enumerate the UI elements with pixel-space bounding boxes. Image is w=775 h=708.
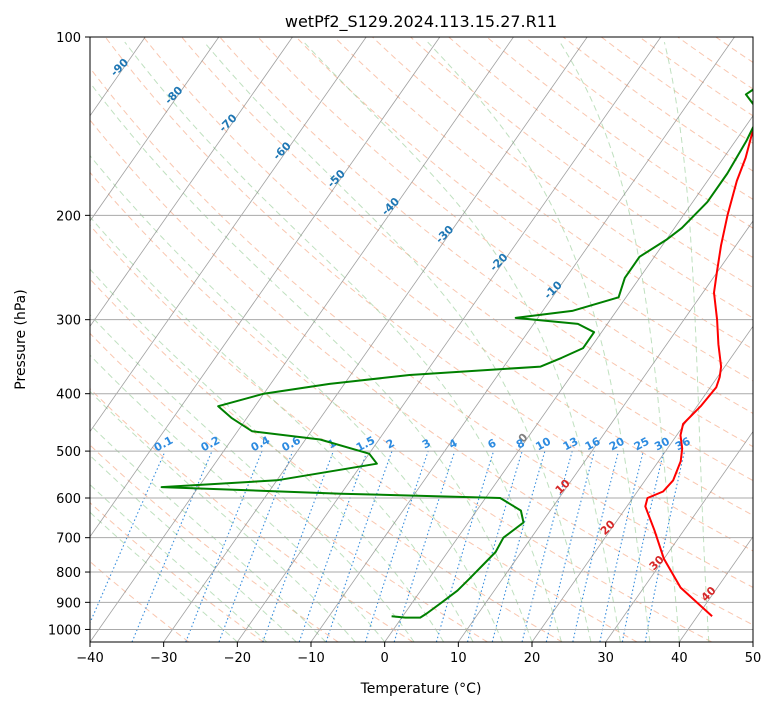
isotherm-line	[163, 37, 588, 642]
x-tick-label: 40	[671, 651, 688, 666]
isotherm-line	[384, 115, 753, 642]
moist-adiabat	[90, 314, 415, 642]
moist-adiabat	[90, 390, 356, 642]
dry-adiabat	[90, 278, 563, 642]
dry-adiabat	[90, 444, 339, 642]
x-tick-label: −40	[76, 651, 103, 666]
y-tick-label: 500	[56, 445, 81, 460]
moist-adiabat	[203, 41, 592, 642]
x-axis-label: Temperature (°C)	[360, 681, 482, 697]
moist-adiabat	[303, 41, 621, 642]
moist-adiabat	[124, 41, 562, 642]
dry-adiabat	[562, 37, 753, 172]
mixing-ratio-line	[435, 450, 495, 642]
mixing-ratio-label: 25	[632, 435, 652, 454]
mixing-ratio-line	[521, 450, 573, 642]
mixing-ratio-label: 30	[652, 435, 672, 454]
plot-frame	[89, 36, 754, 643]
moist-adiabat	[427, 41, 651, 642]
y-tick-label: 1000	[48, 623, 81, 638]
isotherm-line	[457, 220, 753, 642]
y-tick-label: 600	[56, 492, 81, 507]
moist-adiabat	[90, 511, 238, 642]
y-tick-label: 800	[56, 566, 81, 581]
mixing-ratio-line	[599, 450, 644, 642]
x-tick-label: −10	[297, 651, 324, 666]
mixing-ratio-line	[545, 450, 595, 642]
dry-adiabat	[601, 37, 753, 144]
mixing-ratio-line	[131, 450, 213, 642]
dry-adiabat	[90, 171, 712, 642]
dry-adiabat	[448, 37, 753, 259]
mixing-ratio-label: 13	[561, 435, 581, 454]
dry-adiabat	[104, 37, 753, 552]
dry-adiabat	[90, 332, 488, 642]
dry-adiabat	[90, 119, 753, 626]
moist-adiabat	[90, 354, 386, 642]
y-axis-label: Pressure (hPa)	[13, 289, 29, 389]
y-tick-label: 900	[56, 596, 81, 611]
isotherm-line	[90, 37, 293, 327]
isotherm-line	[90, 37, 367, 433]
mixing-ratio-line	[325, 450, 393, 642]
dry-adiabat	[90, 67, 753, 588]
mixing-ratio-line	[185, 450, 263, 642]
isotherm-line	[236, 37, 662, 642]
y-tick-label: 100	[56, 31, 81, 46]
dry-adiabat	[524, 37, 753, 200]
mixing-ratio-label: 10	[533, 435, 553, 454]
x-tick-label: −20	[224, 651, 251, 666]
temperature-profile-line	[644, 128, 753, 617]
y-tick-label: 200	[56, 209, 81, 224]
isotherm-line	[310, 37, 735, 642]
mixing-ratio-label: 20	[607, 435, 627, 454]
dry-adiabat	[295, 37, 753, 382]
mixing-ratio-line	[262, 450, 334, 642]
dry-adiabat	[486, 37, 753, 229]
moist-adiabat	[90, 81, 533, 642]
moist-adiabat	[663, 41, 710, 642]
isotherm-line	[605, 430, 753, 642]
x-tick-label: 20	[524, 651, 541, 666]
x-tick-label: 0	[381, 651, 389, 666]
isotherm-line	[531, 325, 753, 642]
x-tick-label: 10	[450, 651, 467, 666]
dewpoint-profile-line	[160, 88, 753, 619]
mixing-ratio-line	[572, 450, 620, 642]
y-tick-label: 700	[56, 532, 81, 547]
dry-adiabat	[333, 37, 753, 350]
isotherm-line	[90, 37, 220, 222]
moist-adiabat	[90, 268, 445, 642]
moist-adiabat	[90, 154, 503, 642]
isotherm-line	[678, 536, 753, 642]
moist-adiabat	[90, 483, 268, 642]
mixing-ratio-label: 16	[583, 435, 603, 454]
x-tick-label: 50	[745, 651, 762, 666]
mixing-ratio-line	[218, 450, 294, 642]
dry-adiabat	[90, 224, 638, 642]
chart-title: wetPf2_S129.2024.113.15.27.R11	[285, 12, 557, 32]
moist-adiabat	[90, 454, 297, 642]
isotherm-line	[90, 37, 441, 538]
x-tick-label: 30	[597, 651, 614, 666]
moist-adiabat	[90, 423, 327, 642]
mixing-ratio-line	[466, 450, 523, 642]
isotherm-line	[90, 37, 514, 642]
y-tick-label: 300	[56, 314, 81, 329]
mixing-ratio-label: 36	[673, 435, 693, 454]
y-tick-label: 400	[56, 388, 81, 403]
dry-adiabat	[90, 501, 264, 642]
dry-adiabat	[143, 37, 753, 516]
mixing-ratio-line	[364, 450, 429, 642]
dry-adiabat	[257, 37, 753, 414]
x-tick-label: −30	[150, 651, 177, 666]
mixing-ratio-line	[90, 450, 166, 625]
